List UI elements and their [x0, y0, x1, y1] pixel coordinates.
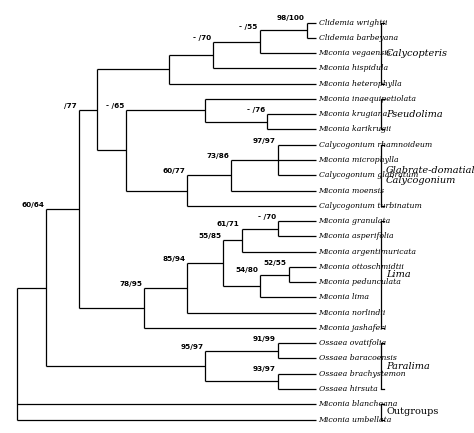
Text: 60/64: 60/64: [22, 202, 45, 208]
Text: Glabrate-domatial
Calycogonium: Glabrate-domatial Calycogonium: [386, 165, 474, 185]
Text: Miconia karikrugii: Miconia karikrugii: [319, 126, 392, 133]
Text: Outgroups: Outgroups: [386, 407, 438, 417]
Text: Miconia vegaensis: Miconia vegaensis: [319, 49, 391, 57]
Text: Miconia blancheana: Miconia blancheana: [319, 400, 398, 408]
Text: Miconia inaequipetiolata: Miconia inaequipetiolata: [319, 95, 417, 103]
Text: Calycogonium glabratum: Calycogonium glabratum: [319, 171, 418, 179]
Text: 93/97: 93/97: [253, 366, 276, 372]
Text: Miconia argentimuricata: Miconia argentimuricata: [319, 248, 417, 255]
Text: Miconia granulata: Miconia granulata: [319, 217, 391, 225]
Text: 55/85: 55/85: [199, 233, 222, 239]
Text: Miconia heterophylla: Miconia heterophylla: [319, 80, 402, 88]
Text: 85/94: 85/94: [163, 256, 185, 262]
Text: Miconia asperifolia: Miconia asperifolia: [319, 233, 394, 240]
Text: Miconia krugiana: Miconia krugiana: [319, 110, 388, 118]
Text: - /65: - /65: [106, 103, 124, 109]
Text: Miconia umbellata: Miconia umbellata: [319, 416, 392, 423]
Text: Miconia moensis: Miconia moensis: [319, 187, 384, 194]
Text: - /76: - /76: [247, 107, 265, 113]
Text: - /55: - /55: [239, 23, 258, 29]
Text: Clidemia barbeyana: Clidemia barbeyana: [319, 34, 398, 42]
Text: Ossaea brachystemon: Ossaea brachystemon: [319, 370, 405, 378]
Text: Miconia norlindii: Miconia norlindii: [319, 309, 386, 317]
Text: Paralima: Paralima: [386, 362, 430, 371]
Text: Miconia ottoschmidtii: Miconia ottoschmidtii: [319, 263, 404, 271]
Text: 98/100: 98/100: [277, 16, 305, 21]
Text: 61/71: 61/71: [217, 222, 240, 227]
Text: - /70: - /70: [192, 35, 211, 41]
Text: Pseudolima: Pseudolima: [386, 110, 443, 119]
Text: Ossaea hirsuta: Ossaea hirsuta: [319, 385, 377, 393]
Text: Clidemia wrightii: Clidemia wrightii: [319, 19, 387, 27]
Text: Miconia jashaferi: Miconia jashaferi: [319, 324, 387, 332]
Text: /77: /77: [64, 103, 77, 109]
Text: Miconia hispidula: Miconia hispidula: [319, 65, 389, 72]
Text: 52/55: 52/55: [264, 260, 287, 266]
Text: Calycopteris: Calycopteris: [386, 48, 448, 58]
Text: Lima: Lima: [386, 270, 411, 279]
Text: 95/97: 95/97: [181, 344, 203, 349]
Text: Ossaea ovatifolia: Ossaea ovatifolia: [319, 339, 386, 347]
Text: Calycogonium turbinatum: Calycogonium turbinatum: [319, 202, 421, 210]
Text: Miconia microphylla: Miconia microphylla: [319, 156, 399, 164]
Text: 91/99: 91/99: [253, 336, 276, 342]
Text: 54/80: 54/80: [235, 267, 258, 273]
Text: 73/86: 73/86: [206, 153, 229, 159]
Text: 60/77: 60/77: [163, 168, 185, 174]
Text: Calycogonium rhamnoideum: Calycogonium rhamnoideum: [319, 141, 432, 149]
Text: Miconia pedunculata: Miconia pedunculata: [319, 278, 401, 286]
Text: 78/95: 78/95: [119, 281, 142, 287]
Text: 97/97: 97/97: [253, 138, 276, 143]
Text: Ossaea baracoensis: Ossaea baracoensis: [319, 355, 396, 362]
Text: - /70: - /70: [258, 214, 276, 220]
Text: Miconia lima: Miconia lima: [319, 294, 370, 301]
